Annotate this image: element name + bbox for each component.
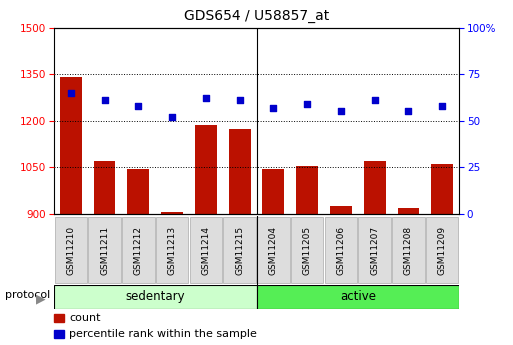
Text: GDS654 / U58857_at: GDS654 / U58857_at bbox=[184, 9, 329, 23]
FancyBboxPatch shape bbox=[88, 217, 121, 283]
Point bbox=[370, 98, 379, 103]
FancyBboxPatch shape bbox=[291, 217, 323, 283]
FancyBboxPatch shape bbox=[156, 217, 188, 283]
Text: GSM11211: GSM11211 bbox=[100, 226, 109, 275]
FancyBboxPatch shape bbox=[325, 217, 357, 283]
Point bbox=[202, 96, 210, 101]
Point bbox=[134, 103, 143, 109]
FancyBboxPatch shape bbox=[256, 285, 459, 309]
Bar bbox=[93, 161, 115, 214]
Bar bbox=[330, 206, 352, 214]
Text: GSM11210: GSM11210 bbox=[66, 226, 75, 275]
Text: active: active bbox=[340, 290, 376, 303]
FancyBboxPatch shape bbox=[223, 217, 256, 283]
Bar bbox=[161, 212, 183, 214]
Text: GSM11215: GSM11215 bbox=[235, 226, 244, 275]
Point bbox=[235, 98, 244, 103]
Text: sedentary: sedentary bbox=[125, 290, 185, 303]
Bar bbox=[229, 128, 250, 214]
Point bbox=[101, 98, 109, 103]
Bar bbox=[60, 77, 82, 214]
Text: GSM11206: GSM11206 bbox=[337, 226, 345, 275]
Text: percentile rank within the sample: percentile rank within the sample bbox=[69, 329, 257, 339]
Point bbox=[269, 105, 278, 110]
Point bbox=[337, 109, 345, 114]
Bar bbox=[364, 161, 386, 214]
FancyBboxPatch shape bbox=[122, 217, 154, 283]
Bar bbox=[431, 164, 453, 214]
Text: GSM11205: GSM11205 bbox=[303, 226, 312, 275]
Bar bbox=[54, 330, 64, 338]
FancyBboxPatch shape bbox=[359, 217, 391, 283]
FancyBboxPatch shape bbox=[54, 217, 87, 283]
Text: ▶: ▶ bbox=[36, 292, 46, 305]
Text: GSM11209: GSM11209 bbox=[438, 226, 447, 275]
Text: GSM11213: GSM11213 bbox=[168, 226, 176, 275]
Text: GSM11214: GSM11214 bbox=[201, 226, 210, 275]
Point bbox=[438, 103, 446, 109]
Bar bbox=[263, 169, 284, 214]
Bar bbox=[54, 314, 64, 322]
FancyBboxPatch shape bbox=[426, 217, 459, 283]
Text: GSM11204: GSM11204 bbox=[269, 226, 278, 275]
FancyBboxPatch shape bbox=[190, 217, 222, 283]
Point bbox=[67, 90, 75, 96]
Bar bbox=[127, 169, 149, 214]
FancyBboxPatch shape bbox=[392, 217, 425, 283]
Text: GSM11212: GSM11212 bbox=[134, 226, 143, 275]
Point bbox=[168, 114, 176, 120]
Text: protocol: protocol bbox=[5, 290, 50, 300]
Text: count: count bbox=[69, 313, 101, 323]
FancyBboxPatch shape bbox=[257, 217, 290, 283]
FancyBboxPatch shape bbox=[54, 285, 256, 309]
Text: GSM11208: GSM11208 bbox=[404, 226, 413, 275]
Text: GSM11207: GSM11207 bbox=[370, 226, 379, 275]
Bar bbox=[296, 166, 318, 214]
Bar bbox=[398, 208, 420, 214]
Point bbox=[404, 109, 412, 114]
Bar bbox=[195, 125, 217, 214]
Point bbox=[303, 101, 311, 107]
